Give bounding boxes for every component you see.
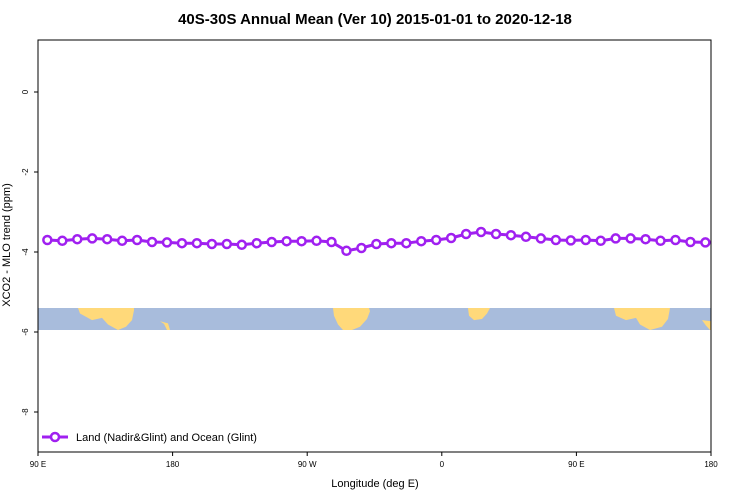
data-point bbox=[57, 235, 68, 247]
ocean-band bbox=[38, 308, 711, 330]
data-point bbox=[580, 234, 591, 246]
data-point bbox=[206, 238, 218, 250]
data-point bbox=[430, 234, 442, 246]
data-point bbox=[655, 235, 666, 247]
data-point bbox=[236, 239, 248, 251]
land-shape-4 bbox=[614, 308, 670, 330]
data-point bbox=[42, 234, 53, 246]
data-point bbox=[251, 237, 262, 249]
x-tick-label: 90 E bbox=[568, 460, 584, 469]
chart-title: 40S-30S Annual Mean (Ver 10) 2015-01-01 … bbox=[178, 11, 572, 28]
x-tick-label: 180 bbox=[704, 460, 718, 469]
data-point bbox=[610, 233, 621, 244]
data-point bbox=[700, 237, 711, 248]
data-point bbox=[161, 237, 173, 248]
land-shape-3 bbox=[468, 308, 490, 321]
y-tick-label: -4 bbox=[21, 248, 30, 256]
land-shape-0 bbox=[78, 308, 134, 330]
data-point bbox=[72, 233, 83, 245]
data-point bbox=[146, 236, 158, 248]
data-point bbox=[356, 242, 367, 254]
data-point bbox=[266, 236, 277, 248]
x-tick-label: 90 E bbox=[30, 460, 46, 469]
x-axis: 90 E 180 90 W 0 90 E 180 bbox=[30, 452, 718, 469]
data-point bbox=[415, 235, 427, 247]
y-tick-label: -2 bbox=[21, 168, 30, 176]
data-point bbox=[595, 235, 606, 247]
data-point bbox=[490, 228, 502, 240]
map-band bbox=[38, 308, 711, 330]
y-axis-label: XCO2 - MLO trend (ppm) bbox=[1, 183, 13, 306]
data-point bbox=[460, 228, 472, 240]
x-tick-label: 180 bbox=[166, 460, 180, 469]
data-point bbox=[625, 233, 636, 244]
data-point bbox=[296, 235, 307, 247]
data-point bbox=[565, 235, 577, 246]
data-point bbox=[326, 236, 337, 248]
data-point bbox=[520, 231, 532, 243]
data-point bbox=[341, 245, 352, 257]
data-point bbox=[371, 238, 382, 250]
legend: Land (Nadir&Glint) and Ocean (Glint) bbox=[42, 431, 257, 444]
data-point bbox=[386, 237, 397, 249]
plot-frame bbox=[37, 39, 712, 453]
legend-label: Land (Nadir&Glint) and Ocean (Glint) bbox=[76, 432, 257, 444]
data-point bbox=[475, 226, 487, 238]
y-tick-label: -6 bbox=[21, 328, 30, 336]
data-point bbox=[640, 233, 651, 245]
legend-marker bbox=[49, 431, 61, 443]
data-point bbox=[191, 237, 203, 249]
y-tick-label: -8 bbox=[21, 408, 30, 416]
land-shape-5 bbox=[702, 320, 711, 330]
x-tick-label: 90 W bbox=[298, 460, 317, 469]
series-layer bbox=[42, 226, 711, 257]
data-point bbox=[670, 234, 681, 246]
data-point bbox=[86, 233, 98, 244]
data-point bbox=[131, 234, 143, 246]
data-point bbox=[221, 238, 233, 250]
data-point bbox=[176, 237, 188, 249]
data-point bbox=[505, 229, 517, 241]
data-point bbox=[550, 234, 562, 246]
y-tick-label: 0 bbox=[21, 89, 30, 94]
data-point bbox=[116, 235, 128, 247]
x-axis-label: Longitude (deg E) bbox=[331, 478, 418, 490]
data-point bbox=[401, 237, 412, 249]
land-shape-2 bbox=[333, 308, 370, 330]
data-point bbox=[311, 235, 322, 247]
data-point bbox=[445, 232, 457, 244]
land-shape-1 bbox=[160, 321, 170, 330]
x-tick-label: 0 bbox=[440, 460, 445, 469]
data-point bbox=[281, 235, 292, 247]
data-point bbox=[685, 236, 696, 248]
y-axis: 0 -2 -4 -6 -8 bbox=[21, 89, 38, 416]
data-point bbox=[101, 233, 113, 245]
data-point bbox=[535, 233, 547, 244]
